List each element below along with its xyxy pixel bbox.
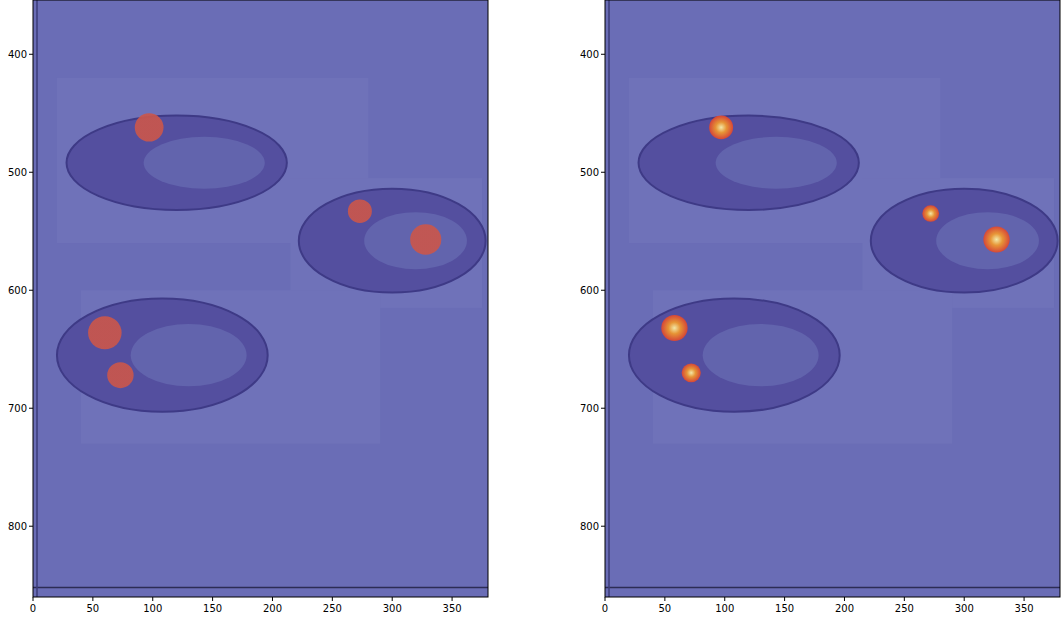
slide-edge bbox=[605, 587, 1060, 589]
x-tick-label: 300 bbox=[383, 603, 402, 614]
x-tick bbox=[92, 597, 93, 601]
x-tick-label: 250 bbox=[895, 603, 914, 614]
background bbox=[33, 0, 488, 597]
x-tick-label: 350 bbox=[443, 603, 462, 614]
y-tick-label: 600 bbox=[8, 285, 27, 296]
tissue-inner bbox=[131, 324, 247, 386]
tissue-section bbox=[57, 299, 268, 412]
x-tick bbox=[784, 597, 785, 601]
y-tick-label: 600 bbox=[580, 285, 599, 296]
y-tick bbox=[29, 290, 33, 291]
y-tick-label: 400 bbox=[580, 49, 599, 60]
y-tick bbox=[29, 526, 33, 527]
y-tick bbox=[29, 172, 33, 173]
frame bbox=[605, 0, 1060, 597]
slide-edge bbox=[33, 587, 488, 589]
tissue-inner bbox=[703, 324, 819, 386]
x-tick bbox=[332, 597, 333, 601]
x-tick bbox=[605, 597, 606, 601]
x-tick-label: 250 bbox=[323, 603, 342, 614]
tissue-section bbox=[67, 116, 287, 210]
x-tick bbox=[964, 597, 965, 601]
x-tick bbox=[272, 597, 273, 601]
x-tick-label: 100 bbox=[143, 603, 162, 614]
region bbox=[410, 224, 441, 255]
x-tick bbox=[392, 597, 393, 601]
tissue-section bbox=[871, 189, 1058, 293]
y-tick-label: 400 bbox=[8, 49, 27, 60]
background bbox=[605, 0, 1060, 597]
tissue-inner bbox=[144, 137, 265, 189]
y-tick bbox=[601, 54, 605, 55]
x-tick bbox=[664, 597, 665, 601]
region bbox=[135, 113, 164, 141]
x-tick bbox=[212, 597, 213, 601]
tissue-inner bbox=[936, 212, 1039, 269]
y-tick bbox=[29, 408, 33, 409]
y-tick bbox=[601, 172, 605, 173]
region bbox=[983, 227, 1009, 253]
figure: 0 50 100 150 200 250 300 350 400 500 600 700 800 0 50 1… bbox=[0, 0, 1064, 627]
y-tick bbox=[601, 408, 605, 409]
x-tick bbox=[904, 597, 905, 601]
region bbox=[922, 205, 939, 222]
y-tick-label: 500 bbox=[8, 167, 27, 178]
tissue-section bbox=[639, 116, 859, 210]
y-tick-label: 700 bbox=[580, 403, 599, 414]
tissue-inner bbox=[364, 212, 467, 269]
y-tick bbox=[601, 290, 605, 291]
x-tick bbox=[724, 597, 725, 601]
region bbox=[88, 316, 122, 349]
tissue-section bbox=[299, 189, 486, 293]
y-tick bbox=[601, 526, 605, 527]
x-tick bbox=[452, 597, 453, 601]
y-tick-label: 500 bbox=[580, 167, 599, 178]
x-tick-label: 350 bbox=[1015, 603, 1034, 614]
slide-edge bbox=[608, 0, 610, 597]
image-area bbox=[33, 0, 488, 597]
y-tick bbox=[29, 54, 33, 55]
region bbox=[107, 362, 133, 388]
x-tick-label: 0 bbox=[602, 603, 608, 614]
x-tick-label: 150 bbox=[203, 603, 222, 614]
tissue-section bbox=[629, 299, 840, 412]
x-tick-label: 0 bbox=[30, 603, 36, 614]
region bbox=[682, 363, 701, 382]
y-tick-label: 700 bbox=[8, 403, 27, 414]
y-tick-label: 800 bbox=[580, 521, 599, 532]
x-tick bbox=[844, 597, 845, 601]
region bbox=[348, 199, 372, 223]
x-tick-label: 200 bbox=[835, 603, 854, 614]
x-tick-label: 100 bbox=[715, 603, 734, 614]
x-tick bbox=[152, 597, 153, 601]
region bbox=[661, 315, 687, 341]
image-area bbox=[605, 0, 1060, 597]
frame bbox=[33, 0, 488, 597]
x-tick-label: 50 bbox=[87, 603, 100, 614]
x-tick bbox=[1024, 597, 1025, 601]
x-tick-label: 150 bbox=[775, 603, 794, 614]
region bbox=[709, 116, 733, 140]
y-tick-label: 800 bbox=[8, 521, 27, 532]
slide-edge bbox=[36, 0, 38, 597]
x-tick-label: 200 bbox=[263, 603, 282, 614]
x-tick-label: 50 bbox=[659, 603, 672, 614]
tissue-inner bbox=[716, 137, 837, 189]
x-tick-label: 300 bbox=[955, 603, 974, 614]
x-tick bbox=[33, 597, 34, 601]
